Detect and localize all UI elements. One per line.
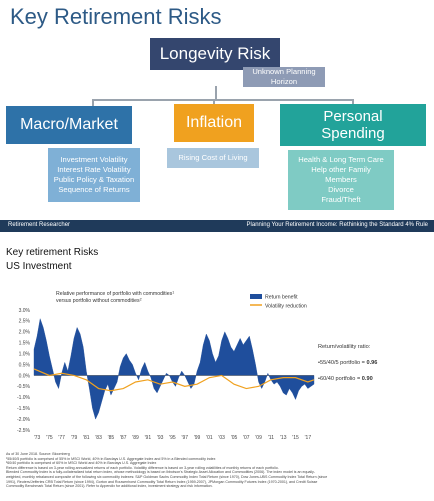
macro-detail-line: Sequence of Returns bbox=[58, 185, 130, 194]
chart-title-line1: Relative performance of portfolio with c… bbox=[56, 290, 174, 297]
macro-detail-line: Public Policy & Taxation bbox=[53, 175, 135, 184]
personal-spending-box: Personal Spending bbox=[280, 104, 426, 146]
longevity-risk-label: Longevity Risk bbox=[159, 44, 271, 63]
personal-detail-line: Health & Long Term Care bbox=[298, 155, 384, 164]
ratio-item-60-40: •60/40 portfolio = 0.90 bbox=[318, 376, 373, 382]
footnote-line: weighted, monthly rebalanced composite o… bbox=[6, 474, 328, 479]
connector-personal bbox=[352, 99, 354, 108]
chart-footnotes: As of 30 June 2018. Source: Bloomberg ¹5… bbox=[6, 452, 428, 489]
macro-market-label: Macro/Market bbox=[20, 116, 118, 133]
ratio-title: Return/volatility ratio: bbox=[318, 344, 371, 350]
inflation-detail: Rising Cost of Living bbox=[167, 148, 259, 168]
y-tick-label: -2.5% bbox=[17, 428, 31, 434]
x-tick-label: '81 bbox=[83, 435, 90, 441]
macro-detail-line: Investment Volatility bbox=[60, 155, 128, 164]
ratio-item-55-40-5: •55/40/5 portfolio = 0.96 bbox=[318, 360, 377, 366]
personal-label-line1: Personal bbox=[323, 108, 383, 125]
y-axis: 3.0% 2.5% 2.0% 1.5% 1.0% 0.5% 0.0% -0.5% -1.0% -1… bbox=[17, 308, 31, 434]
connector-vertical-main bbox=[215, 86, 217, 100]
footnote-line: Commodity Benchmark Total Return (since … bbox=[6, 484, 213, 489]
chart-title-line2: versus portfolio without commodities2 bbox=[56, 297, 142, 304]
x-tick-label: '79 bbox=[71, 435, 78, 441]
footnote-line: ²60/40 portfolio is comprised of 60% in … bbox=[6, 461, 157, 466]
x-tick-label: '17 bbox=[305, 435, 312, 441]
personal-detail-line: Fraud/Theft bbox=[321, 195, 361, 204]
inflation-detail-line: Rising Cost of Living bbox=[178, 153, 248, 162]
personal-spending-detail: Health & Long Term Care Help other Famil… bbox=[288, 150, 394, 210]
macro-market-detail: Investment Volatility Interest Rate Vola… bbox=[48, 148, 140, 202]
connector-inflation bbox=[213, 99, 215, 108]
longevity-risk-box: Longevity Risk bbox=[150, 38, 280, 70]
longevity-detail-line: Unknown Planning bbox=[252, 67, 316, 76]
connector-horizontal bbox=[92, 99, 354, 101]
x-tick-label: '15 bbox=[292, 435, 299, 441]
slide-title: Key Retirement Risks bbox=[10, 4, 222, 29]
y-tick-label: 1.0% bbox=[19, 351, 31, 357]
return-benefit-area bbox=[33, 317, 315, 420]
x-tick-label: '89 bbox=[132, 435, 139, 441]
legend-label-return-benefit: Return benefit bbox=[265, 295, 298, 301]
chart-svg: Relative performance of portfolio with c… bbox=[17, 290, 377, 441]
footnote-line: Return difference is based on 3-year rol… bbox=[6, 465, 279, 470]
y-tick-label: -0.5% bbox=[17, 384, 31, 390]
x-tick-label: '73 bbox=[34, 435, 41, 441]
y-tick-label: 0.5% bbox=[19, 362, 31, 368]
y-tick-label: -1.0% bbox=[17, 395, 31, 401]
legend-swatch-return-benefit bbox=[250, 294, 262, 299]
inflation-box: Inflation bbox=[174, 104, 254, 142]
personal-detail-line: Help other Family bbox=[311, 165, 371, 174]
personal-detail-line: Members bbox=[325, 175, 357, 184]
caption-line2: US Investment bbox=[6, 261, 72, 272]
x-tick-label: '07 bbox=[243, 435, 250, 441]
x-tick-label: '91 bbox=[145, 435, 152, 441]
y-tick-label: 1.5% bbox=[19, 341, 31, 347]
footer-left-text: Retirement Researcher bbox=[8, 222, 71, 228]
inflation-label: Inflation bbox=[185, 114, 243, 131]
footnote-line: 1991), Reuters/Jefferies CRB Total Retur… bbox=[6, 479, 318, 484]
personal-label-line2: Spending bbox=[321, 125, 385, 142]
footnote-line: Blended Commodity Index is a fully-colla… bbox=[6, 470, 316, 475]
y-tick-label: -2.0% bbox=[17, 417, 31, 423]
commodities-chart: Relative performance of portfolio with c… bbox=[0, 284, 434, 501]
footnote-line: ¹55/40/5 portfolio is comprised of 55% i… bbox=[6, 456, 216, 461]
slide-footer: Retirement Researcher Planning Your Reti… bbox=[0, 220, 434, 232]
y-tick-label: 2.5% bbox=[19, 319, 31, 325]
x-tick-label: '75 bbox=[46, 435, 53, 441]
y-tick-label: -1.5% bbox=[17, 406, 31, 412]
personal-detail-line: Divorce bbox=[328, 185, 354, 194]
x-tick-label: '83 bbox=[95, 435, 102, 441]
macro-market-box: Macro/Market bbox=[6, 106, 132, 144]
x-tick-label: '13 bbox=[280, 435, 287, 441]
macro-detail-line: Interest Rate Volatility bbox=[57, 165, 131, 174]
x-tick-label: '77 bbox=[58, 435, 65, 441]
x-tick-label: '05 bbox=[231, 435, 238, 441]
x-tick-label: '11 bbox=[268, 435, 274, 441]
x-tick-label: '03 bbox=[218, 435, 225, 441]
x-tick-label: '93 bbox=[157, 435, 164, 441]
caption-line1: Key retirement Risks bbox=[6, 247, 99, 258]
x-tick-label: '09 bbox=[255, 435, 262, 441]
x-tick-label: '95 bbox=[169, 435, 176, 441]
footer-right-text: Planning Your Retirement Income: Rethink… bbox=[246, 222, 428, 228]
volatility-reduction-line bbox=[33, 368, 315, 392]
x-axis: '73 '75 '77 '79 '81 '83 '85 '87 '89 '91 '93 '95 '97 '… bbox=[34, 435, 312, 441]
x-tick-label: '97 bbox=[182, 435, 189, 441]
legend-label-volatility-reduction: Volatility reduction bbox=[265, 304, 307, 310]
retirement-risks-slide: Key Retirement Risks Longevity Risk Unkn… bbox=[0, 0, 434, 236]
y-tick-label: 3.0% bbox=[19, 308, 31, 314]
x-tick-label: '85 bbox=[108, 435, 115, 441]
connector-macro bbox=[92, 99, 94, 108]
longevity-detail-line: Horizon bbox=[270, 77, 298, 86]
y-tick-label: 0.0% bbox=[19, 373, 31, 379]
x-tick-label: '87 bbox=[120, 435, 127, 441]
footnote-line: As of 30 June 2018. Source: Bloomberg bbox=[6, 452, 70, 456]
x-tick-label: '01 bbox=[206, 435, 213, 441]
x-tick-label: '99 bbox=[194, 435, 201, 441]
y-tick-label: 2.0% bbox=[19, 330, 31, 336]
longevity-risk-detail: Unknown Planning Horizon bbox=[243, 67, 325, 87]
